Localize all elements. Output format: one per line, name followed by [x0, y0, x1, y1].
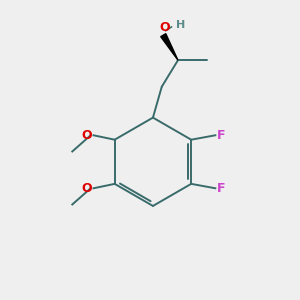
Text: F: F — [217, 129, 225, 142]
Text: F: F — [217, 182, 225, 195]
Text: H: H — [176, 20, 185, 30]
Text: O: O — [159, 21, 170, 34]
Text: O: O — [81, 182, 92, 195]
Polygon shape — [161, 34, 178, 60]
Text: O: O — [81, 129, 92, 142]
